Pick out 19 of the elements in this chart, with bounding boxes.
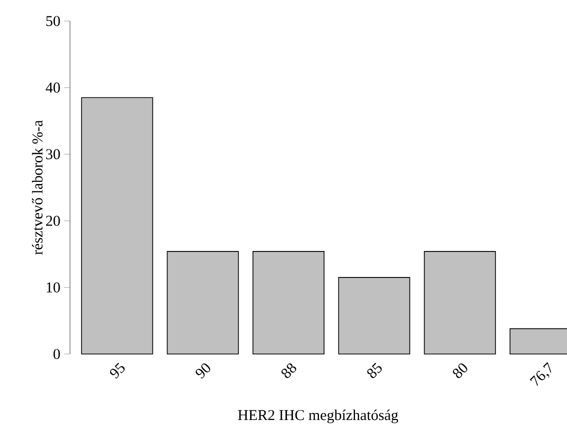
bar — [252, 251, 324, 354]
x-tick-label: 88 — [282, 363, 296, 378]
bar — [82, 98, 153, 354]
y-axis-title: résztvevő laborok %-a — [32, 120, 43, 255]
bar — [338, 277, 410, 354]
y-tick-label: 30 — [46, 149, 60, 160]
x-tick-label: 85 — [367, 362, 382, 378]
x-axis-title: HER2 IHC megbízhatóság — [238, 410, 398, 424]
y-tick-label: 40 — [46, 82, 60, 93]
y-tick-label: 20 — [46, 216, 60, 226]
x-tick-label: 76,7 — [530, 362, 552, 386]
bar — [424, 251, 496, 354]
bar — [167, 251, 238, 354]
x-tick-label: 80 — [452, 363, 468, 378]
x-tick-label: 90 — [196, 363, 210, 379]
y-tick-label: 0 — [54, 348, 60, 360]
y-tick-label: 10 — [46, 282, 60, 292]
x-tick-label: 95 — [110, 362, 125, 379]
y-tick-label: 50 — [46, 16, 60, 26]
